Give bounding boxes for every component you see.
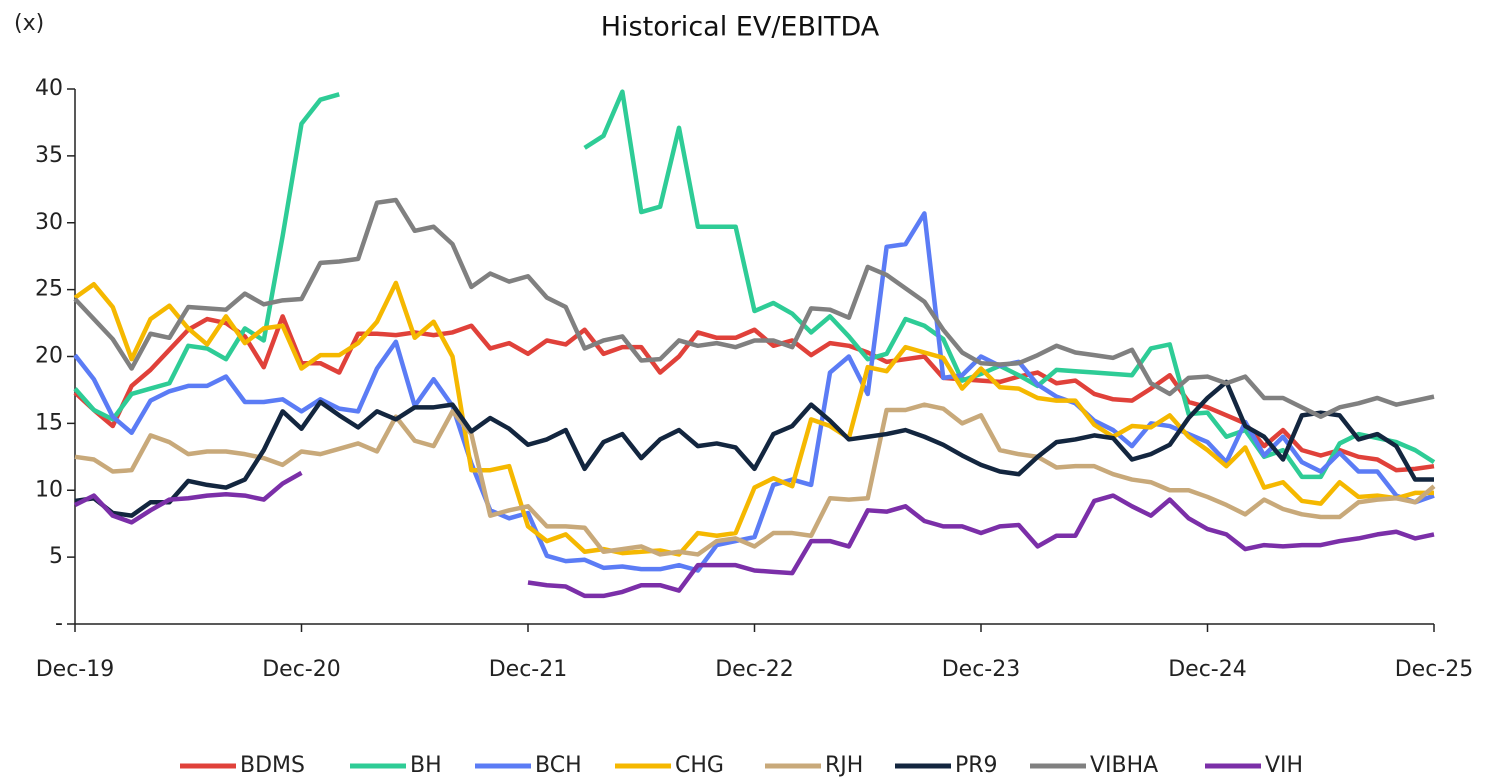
chart-title: Historical EV/EBITDA [601, 12, 880, 43]
series-line [73, 89, 1436, 480]
x-tick-label: Dec-22 [715, 657, 794, 682]
legend-label: BDMS [240, 753, 305, 778]
legend-label: CHG [675, 753, 724, 778]
x-tick-label: Dec-24 [1168, 657, 1247, 682]
legend-label: BCH [535, 753, 582, 778]
y-tick-label: 40 [35, 76, 63, 101]
x-tick-label: Dec-20 [262, 657, 341, 682]
legend-label: BH [410, 753, 442, 778]
y-tick-label: 20 [35, 344, 63, 369]
y-tick-label: 15 [35, 410, 63, 435]
series-line [74, 470, 1435, 599]
legend-label: VIH [1265, 753, 1303, 778]
series-line [73, 197, 1435, 419]
series-line [73, 280, 1434, 557]
series-line [74, 402, 1436, 557]
y-tick-label: 35 [35, 143, 63, 168]
series-line [73, 211, 1435, 573]
legend-label: VIBHA [1090, 753, 1158, 778]
y-tick-label: 5 [49, 544, 63, 569]
y-axis-label: (x) [14, 11, 44, 36]
x-tick-label: Dec-25 [1395, 657, 1474, 682]
y-tick-label: 30 [35, 210, 63, 235]
y-tick-label: - [55, 611, 63, 636]
x-tick-label: Dec-19 [36, 657, 115, 682]
y-tick-label: 25 [35, 277, 63, 302]
legend-label: PR9 [955, 753, 998, 778]
y-tick-label: 10 [35, 477, 63, 502]
series-line [74, 379, 1434, 518]
legend-label: RJH [825, 753, 863, 778]
x-tick-label: Dec-23 [942, 657, 1021, 682]
x-tick-label: Dec-21 [489, 657, 568, 682]
